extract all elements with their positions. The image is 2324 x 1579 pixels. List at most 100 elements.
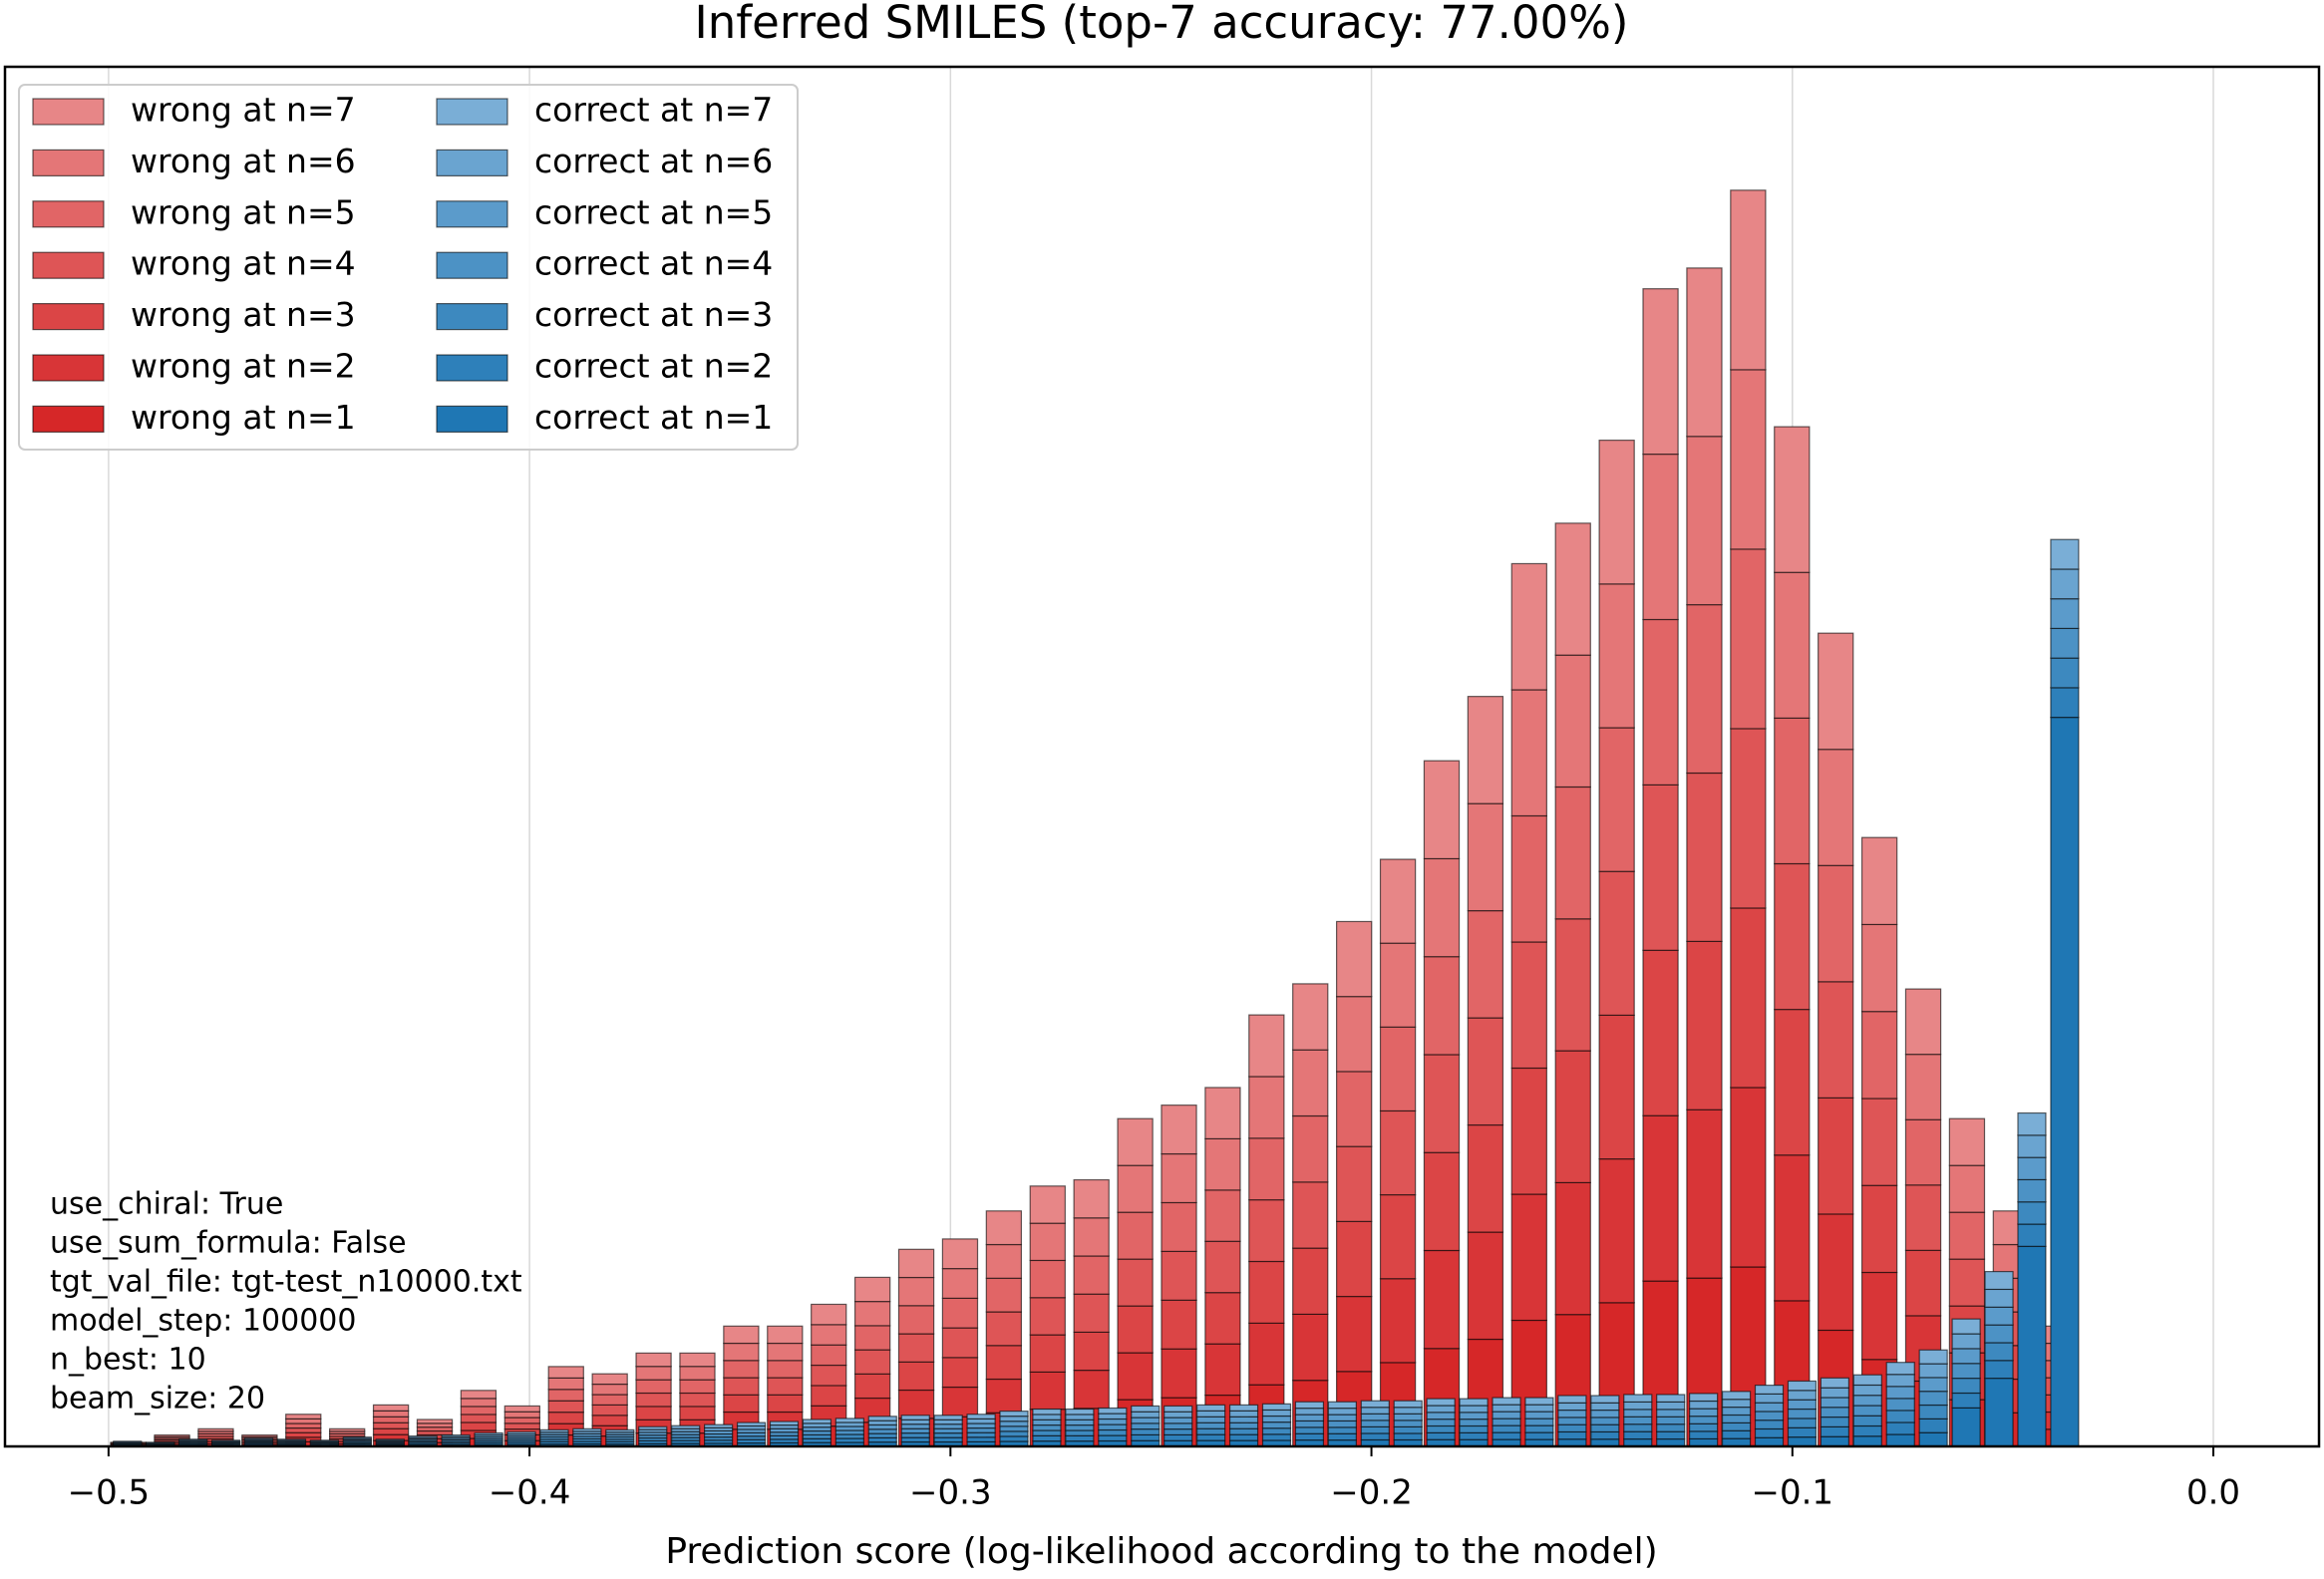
histogram-bar [1557,1402,1587,1412]
histogram-bar [867,1436,897,1443]
histogram-bar [1131,1405,1161,1413]
histogram-bar [1774,717,1811,865]
histogram-bar [1623,1401,1653,1411]
histogram-bar [1787,1408,1818,1420]
histogram-bar [1984,1324,2014,1344]
histogram-bar [1228,1404,1259,1412]
histogram-bar [1885,1374,1915,1388]
histogram-bar [1524,1411,1554,1420]
histogram-bar [767,1377,804,1396]
histogram-bar [1248,1199,1285,1263]
histogram-bar [1656,1401,1686,1411]
histogram-bar [1689,1400,1719,1410]
histogram-bar [1820,1407,1849,1419]
histogram-bar [1393,1420,1423,1427]
histogram-bar [834,1425,864,1431]
histogram-bar [2017,1156,2047,1181]
histogram-bar [811,1324,847,1346]
histogram-bar [1131,1422,1161,1430]
histogram-bar [408,1434,438,1438]
histogram-bar [1774,862,1811,1011]
histogram-bar [1492,1431,1521,1440]
legend-label: wrong at n=1 [131,398,356,437]
legend-label: correct at n=3 [534,295,773,334]
histogram-bar [1820,1397,1849,1409]
histogram-bar [1754,1411,1785,1421]
histogram-bar [1204,1189,1241,1242]
histogram-bar [1492,1397,1521,1406]
histogram-bar [1029,1334,1066,1373]
histogram-bar [1642,288,1679,456]
histogram-bar [547,1400,584,1414]
histogram-bar [1459,1419,1489,1427]
histogram-bar [1951,1407,1981,1447]
histogram-bar [985,1277,1023,1313]
histogram-bar [1951,1378,1981,1395]
histogram-bar [1642,618,1679,786]
histogram-bar [1656,1416,1686,1425]
histogram-bar [723,1325,760,1345]
histogram-bar [1098,1418,1128,1425]
histogram-bar [1818,749,1854,866]
histogram-bar [679,1406,716,1421]
histogram-bar [635,1379,672,1395]
histogram-bar [1073,1369,1110,1410]
histogram-bar [1656,1409,1686,1418]
histogram-bar [1327,1420,1357,1428]
x-tick-label: 0.0 [2186,1473,2240,1513]
x-tick-label: −0.5 [68,1473,151,1513]
histogram-bar [1689,1408,1719,1418]
histogram-bar [867,1423,897,1430]
histogram-bar [1860,923,1898,1013]
histogram-bar [1379,1193,1417,1280]
histogram-bar [276,1438,307,1441]
histogram-bar [867,1420,897,1426]
histogram-bar [1261,1403,1292,1412]
histogram-bar [1161,1201,1197,1252]
histogram-bar [1554,1050,1591,1183]
histogram-bar [1754,1393,1785,1404]
histogram-bar [2017,1223,2047,1247]
histogram-bar [1510,941,1547,1070]
histogram-bar [503,1405,541,1413]
histogram-bar [1459,1412,1489,1421]
histogram-bar [1787,1380,1818,1392]
histogram-bar [1948,1164,1986,1213]
legend-swatch [436,303,508,331]
histogram-bar [1423,956,1461,1056]
histogram-bar [1730,1087,1767,1268]
histogram-bar [1248,1260,1285,1324]
histogram-bar [460,1390,498,1400]
histogram-bar [1228,1427,1259,1435]
histogram-bar [1598,727,1635,872]
histogram-bar [211,1439,241,1442]
histogram-bar [933,1423,963,1429]
histogram-bar [1492,1411,1521,1420]
histogram-bar [1524,1424,1554,1433]
histogram-bar [933,1415,963,1421]
histogram-bar [1065,1423,1095,1431]
histogram-bar [1467,1123,1504,1233]
histogram-bar [1393,1413,1423,1421]
histogram-bar [441,1433,471,1437]
legend-swatch [436,405,508,433]
histogram-bar [1423,760,1461,860]
histogram-bar [1820,1416,1849,1427]
histogram-bar [1774,426,1811,573]
histogram-bar [853,1301,891,1327]
histogram-bar [2050,598,2080,630]
histogram-bar [811,1385,847,1407]
histogram-bar [802,1419,832,1424]
histogram-bar [1554,1181,1591,1316]
histogram-bar [985,1345,1023,1381]
histogram-bar [1161,1299,1197,1350]
histogram-bar [941,1357,979,1389]
histogram-bar [1860,1011,1898,1100]
histogram-bar [1196,1410,1226,1418]
histogram-bar [1754,1420,1785,1430]
histogram-bar [1423,1151,1461,1252]
histogram-bar [1852,1435,1882,1447]
histogram-bar [1204,1087,1241,1139]
histogram-bar [1904,1184,1942,1251]
